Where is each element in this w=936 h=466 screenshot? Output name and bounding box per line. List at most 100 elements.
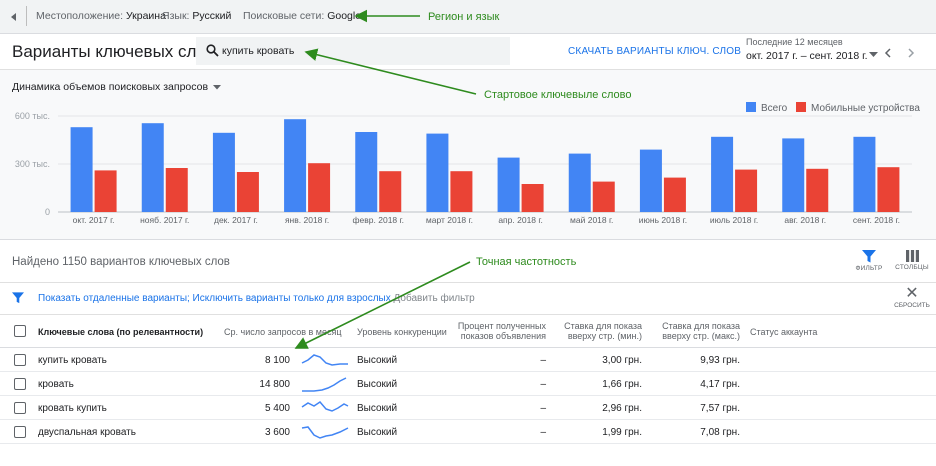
bar-total[interactable] <box>853 136 876 212</box>
location-setting[interactable]: Местоположение: Украина <box>36 10 166 22</box>
bar-total[interactable] <box>284 119 307 212</box>
legend-item-mobile[interactable]: Мобильные устройства <box>796 102 920 114</box>
table-row[interactable]: кровать купить 5 400 Высокий – 2,96 грн.… <box>0 396 936 420</box>
reset-filters-button[interactable]: ✕ СБРОСИТЬ <box>894 286 930 310</box>
x-tick-label: сент. 2018 г. <box>853 215 900 225</box>
bar-mobile[interactable] <box>379 171 402 212</box>
competition-cell: Высокий <box>357 379 398 390</box>
legend-swatch-total <box>746 102 756 112</box>
header-line: вверху стр. (мин.) <box>567 331 642 341</box>
chevron-left-icon[interactable] <box>883 48 893 58</box>
column-header-competition[interactable]: Уровень конкуренции <box>357 327 447 337</box>
column-header-bid-low[interactable]: Ставка для показа вверху стр. (мин.) <box>550 321 642 341</box>
column-header-keyword[interactable]: Ключевые слова (по релевантности) <box>38 327 204 337</box>
table-row[interactable]: двуспальная кровать 3 600 Высокий – 1,99… <box>0 420 936 444</box>
search-input[interactable] <box>222 43 492 59</box>
bar-total[interactable] <box>70 127 93 212</box>
x-tick-label: окт. 2017 г. <box>73 215 115 225</box>
collapse-left-icon[interactable] <box>6 9 22 25</box>
search-icon <box>206 44 219 57</box>
keyword-cell: кровать <box>38 379 74 390</box>
row-checkbox[interactable] <box>14 354 26 366</box>
x-tick-label: авг. 2018 г. <box>784 215 826 225</box>
bar-total[interactable] <box>212 132 235 212</box>
bar-mobile[interactable] <box>663 177 686 212</box>
bar-total[interactable] <box>355 132 378 212</box>
legend-item-total[interactable]: Всего <box>746 102 787 114</box>
bar-total[interactable] <box>568 153 591 212</box>
bar-mobile[interactable] <box>806 168 829 212</box>
filter-button[interactable]: ФИЛЬТР <box>854 250 884 272</box>
filter-bar: Показать отдаленные варианты; Исключить … <box>0 282 936 314</box>
header-line: Ставка для показа <box>564 321 642 331</box>
bar-mobile[interactable] <box>308 163 331 212</box>
bar-mobile[interactable] <box>592 181 615 212</box>
column-header-account-status[interactable]: Статус аккаунта <box>750 327 818 337</box>
bid-high-cell: 9,93 грн. <box>700 355 740 366</box>
impression-share-cell: – <box>540 403 546 414</box>
chevron-down-icon[interactable] <box>869 52 878 58</box>
bar-mobile[interactable] <box>877 167 900 212</box>
select-all-checkbox[interactable] <box>14 325 26 337</box>
bar-mobile[interactable] <box>735 169 758 212</box>
add-filter-link[interactable]: Добавить фильтр <box>393 293 475 304</box>
x-tick-label: февр. 2018 г. <box>353 215 404 225</box>
annotation-start-keyword: Стартовое ключевыле слово <box>484 89 632 101</box>
bar-total[interactable] <box>782 138 805 212</box>
network-setting[interactable]: Поисковые сети: Google <box>243 10 362 22</box>
trend-sparkline <box>301 401 349 412</box>
competition-cell: Высокий <box>357 355 398 366</box>
bar-total[interactable] <box>711 136 734 212</box>
trend-sparkline <box>302 377 347 392</box>
period-selector[interactable]: окт. 2017 г. – сент. 2018 г. <box>746 50 868 62</box>
table-header: Ключевые слова (по релевантности) Ср. чи… <box>0 314 936 348</box>
columns-button[interactable]: СТОЛБЦЫ <box>892 250 932 271</box>
language-setting[interactable]: Язык: Русский <box>162 10 232 22</box>
table-row[interactable]: купить кровать 8 100 Высокий – 3,00 грн.… <box>0 348 936 372</box>
filter-label: ФИЛЬТР <box>855 265 883 272</box>
table-row[interactable]: кровать 14 800 Высокий – 1,66 грн. 4,17 … <box>0 372 936 396</box>
header-line: показов объявления <box>460 331 546 341</box>
row-checkbox[interactable] <box>14 426 26 438</box>
bar-mobile[interactable] <box>236 172 259 212</box>
location-bar: Местоположение: Украина Язык: Русский По… <box>0 0 936 34</box>
bar-mobile[interactable] <box>94 170 117 212</box>
download-keywords-button[interactable]: СКАЧАТЬ ВАРИАНТЫ КЛЮЧ. СЛОВ <box>568 46 742 57</box>
search-volume-chart: Динамика объемов поисковых запросов Всег… <box>0 70 936 240</box>
page-title: Варианты ключевых слов <box>12 42 216 61</box>
row-checkbox[interactable] <box>14 402 26 414</box>
y-tick-label: 300 тыс. <box>15 159 50 169</box>
bar-total[interactable] <box>426 133 449 212</box>
header-line: Ставка для показа <box>662 321 740 331</box>
bar-mobile[interactable] <box>450 171 473 212</box>
column-header-impression-share[interactable]: Процент полученных показов объявления <box>436 321 546 341</box>
x-tick-label: дек. 2017 г. <box>214 215 258 225</box>
y-tick-label: 600 тыс. <box>15 111 50 121</box>
bid-high-cell: 7,57 грн. <box>700 403 740 414</box>
competition-cell: Высокий <box>357 427 398 438</box>
column-header-avg-searches[interactable]: Ср. число запросов в месяц <box>224 327 342 337</box>
column-header-bid-high[interactable]: Ставка для показа вверху стр. (макс.) <box>646 321 740 341</box>
x-tick-label: июнь 2018 г. <box>639 215 687 225</box>
x-tick-label: апр. 2018 г. <box>498 215 542 225</box>
x-tick-label: май 2018 г. <box>570 215 613 225</box>
header-line: вверху стр. (макс.) <box>662 331 740 341</box>
filter-icon <box>862 250 876 263</box>
bar-mobile[interactable] <box>521 184 544 212</box>
bar-total[interactable] <box>639 149 662 212</box>
annotation-region: Регион и язык <box>428 11 500 23</box>
bid-high-cell: 4,17 грн. <box>700 379 740 390</box>
active-filters-link[interactable]: Показать отдаленные варианты; Исключить … <box>38 293 391 304</box>
trend-sparkline <box>301 354 348 366</box>
bar-total[interactable] <box>497 157 520 212</box>
chart-metric-selector[interactable]: Динамика объемов поисковых запросов <box>12 81 222 93</box>
keyword-search-box[interactable] <box>196 37 510 65</box>
row-checkbox[interactable] <box>14 378 26 390</box>
divider <box>26 6 27 26</box>
x-tick-label: июль 2018 г. <box>710 215 758 225</box>
columns-label: СТОЛБЦЫ <box>895 264 929 271</box>
bar-mobile[interactable] <box>165 168 188 212</box>
bar-total[interactable] <box>141 123 164 212</box>
chevron-right-icon[interactable] <box>906 48 916 58</box>
keyword-cell: двуспальная кровать <box>38 427 136 438</box>
